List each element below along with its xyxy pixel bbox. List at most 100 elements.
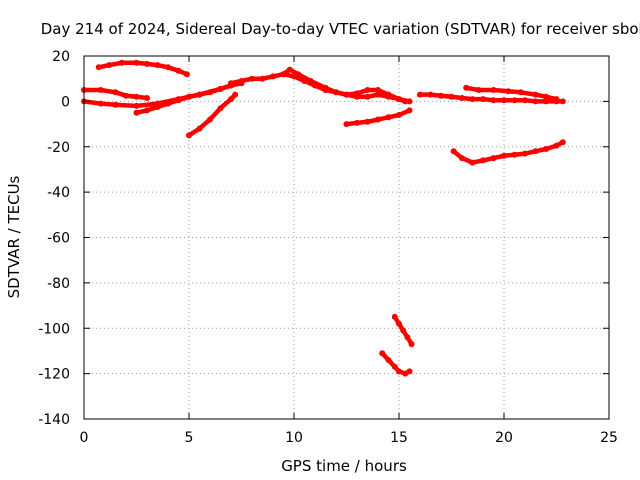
data-point <box>553 96 560 103</box>
data-point <box>396 320 402 327</box>
data-point <box>196 125 203 132</box>
tick-layer: 0 5 10 15 20 25 -140 -120 -100 -80 -60 -40 -20 0 20 <box>38 49 618 446</box>
data-point <box>183 71 190 78</box>
data-point <box>450 148 457 155</box>
y-tick-label: 0 <box>61 94 70 110</box>
data-point <box>490 155 497 162</box>
x-tick-label: 25 <box>600 430 618 446</box>
data-point <box>112 101 119 108</box>
data-point <box>175 67 182 74</box>
data-point <box>364 87 371 93</box>
data-point <box>196 91 203 98</box>
data-point <box>480 157 486 164</box>
data-point <box>559 139 566 146</box>
data-point <box>427 91 434 98</box>
data-point <box>175 97 182 104</box>
data-point <box>408 341 415 348</box>
data-point <box>385 93 392 100</box>
data-point <box>118 59 125 66</box>
data-point <box>301 78 308 84</box>
grid-layer <box>84 56 609 419</box>
data-point <box>469 159 476 166</box>
data-point <box>106 62 113 69</box>
series-line <box>379 350 412 376</box>
series-arc-5 <box>186 91 239 139</box>
x-tick-label: 10 <box>285 430 303 446</box>
data-point <box>396 368 402 375</box>
data-point <box>186 93 192 100</box>
y-tick-label: -20 <box>47 140 70 156</box>
data-point <box>343 121 350 128</box>
data-point <box>259 75 266 82</box>
data-point <box>333 89 339 96</box>
data-point <box>95 64 102 71</box>
data-point <box>207 116 213 123</box>
data-point <box>133 102 140 109</box>
series-arc-1 <box>81 87 150 101</box>
data-point <box>511 97 518 104</box>
data-point <box>343 91 350 98</box>
data-point <box>406 98 413 105</box>
data-point <box>543 146 549 152</box>
data-point <box>406 107 413 114</box>
x-tick-label: 15 <box>390 430 408 446</box>
data-point <box>402 98 409 105</box>
data-point <box>133 109 140 116</box>
data-point <box>322 87 329 93</box>
x-tick-label: 20 <box>495 430 513 446</box>
data-point <box>532 91 539 98</box>
y-tick-label: -60 <box>47 231 70 247</box>
data-point <box>459 155 465 162</box>
data-point <box>532 148 539 155</box>
data-point <box>280 71 287 78</box>
data-point <box>391 313 398 320</box>
data-point <box>463 84 470 91</box>
data-point <box>165 100 171 107</box>
data-point <box>448 93 455 100</box>
data-point <box>228 80 234 87</box>
data-point <box>379 350 386 357</box>
y-tick-label: -120 <box>38 367 70 383</box>
y-tick-label: -100 <box>38 321 70 337</box>
data-point <box>501 97 507 104</box>
data-point <box>291 73 297 80</box>
series-arc-9 <box>379 350 413 377</box>
data-point <box>391 363 398 370</box>
data-point <box>144 107 150 114</box>
data-point <box>385 357 392 363</box>
data-point <box>228 96 234 103</box>
series-arc-10 <box>391 313 415 348</box>
data-point <box>438 92 444 99</box>
data-point <box>133 93 140 100</box>
data-point <box>543 98 549 105</box>
data-point <box>154 104 161 110</box>
data-point <box>97 100 104 107</box>
data-point <box>396 96 402 103</box>
data-point <box>501 152 507 159</box>
data-point <box>144 95 150 101</box>
data-point <box>406 368 413 375</box>
data-point <box>480 96 486 103</box>
data-point <box>217 105 224 112</box>
series-arc-7 <box>280 71 409 105</box>
data-point <box>207 89 213 96</box>
series-arc-3 <box>95 59 190 78</box>
plot-frame <box>83 55 610 420</box>
data-point <box>469 96 476 103</box>
data-point <box>404 334 411 341</box>
data-point <box>517 89 524 96</box>
series-layer <box>81 59 566 377</box>
data-point <box>186 132 192 139</box>
data-point <box>312 82 318 89</box>
data-point <box>238 78 245 84</box>
data-point <box>217 85 224 92</box>
data-point <box>364 118 371 125</box>
y-tick-label: -140 <box>38 412 70 428</box>
data-point <box>559 98 566 105</box>
data-point <box>532 98 539 105</box>
data-point <box>459 95 465 101</box>
y-tick-label: -80 <box>47 276 70 292</box>
data-point <box>270 73 276 80</box>
chart-title: Day 214 of 2024, Sidereal Day-to-day VTE… <box>41 20 640 38</box>
